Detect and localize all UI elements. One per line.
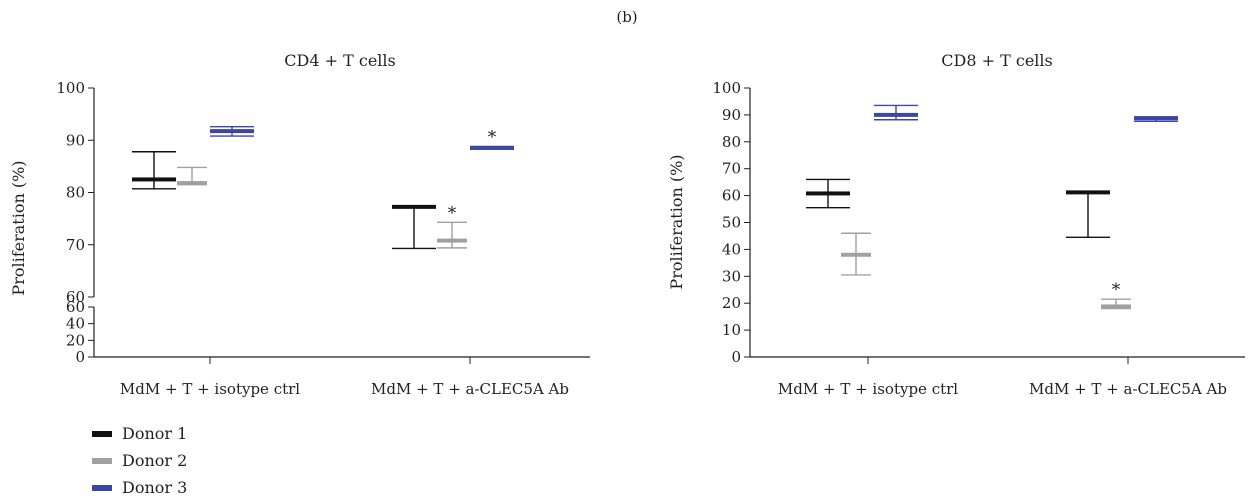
legend-swatch-donor-1 [92,430,112,437]
significance-annotation-0: * [1112,280,1121,300]
legend-label-donor-1: Donor 1 [122,424,188,443]
y-tick-label-50-0: 50 [722,214,741,232]
y-tick-label-80-1: 80 [66,184,85,202]
x-tick-label-mdm-t-isotype-ctrl: MdM + T + isotype ctrl [778,380,958,398]
y-tick-label-100-0: 100 [712,79,741,97]
x-tick-label-mdm-t-a-clec5a-ab: MdM + T + a-CLEC5A Ab [371,380,569,398]
y-tick-label-0-0: 0 [731,348,741,366]
significance-annotation-1: * [488,128,497,148]
y-tick-label-70-0: 70 [722,160,741,178]
y-tick-label-30-0: 30 [722,267,741,285]
y-tick-label-100-1: 100 [56,79,85,97]
legend-swatch-donor-2 [92,457,112,464]
figure-label: (b) [616,8,637,26]
y-tick-label-20-0: 20 [66,331,85,349]
significance-annotation-0: * [448,203,457,223]
legend-item-donor-2: Donor 2 [92,447,187,474]
y-tick-label-0-0: 0 [75,348,85,366]
y-axis-label: Proliferation (%) [667,154,686,289]
y-tick-label-80-0: 80 [722,133,741,151]
chart-title: CD4 + T cells [284,51,395,70]
legend-swatch-donor-3 [92,484,112,491]
y-tick-label-90-0: 90 [722,106,741,124]
y-tick-label-20-0: 20 [722,294,741,312]
chart-title: CD8 + T cells [941,51,1052,70]
y-tick-label-10-0: 10 [722,321,741,339]
y-tick-label-40-0: 40 [66,315,85,333]
y-tick-label-70-1: 70 [66,236,85,254]
legend-label-donor-3: Donor 3 [122,478,188,497]
legend-item-donor-1: Donor 1 [92,420,187,447]
y-tick-label-60-0: 60 [66,298,85,316]
x-tick-label-mdm-t-a-clec5a-ab: MdM + T + a-CLEC5A Ab [1029,380,1227,398]
y-tick-label-60-1: 60 [66,288,85,306]
y-tick-label-60-0: 60 [722,187,741,205]
y-axis-label: Proliferation (%) [9,160,28,295]
legend: Donor 1 Donor 2 Donor 3 [92,420,187,501]
x-tick-label-mdm-t-isotype-ctrl: MdM + T + isotype ctrl [120,380,300,398]
legend-item-donor-3: Donor 3 [92,474,187,501]
chart-cd8-t-cells: CD8 + T cells Proliferation (%) 0 10 20 30 40 5… [667,51,1245,398]
legend-label-donor-2: Donor 2 [122,451,188,470]
y-tick-label-40-0: 40 [722,240,741,258]
y-tick-label-90-1: 90 [66,131,85,149]
